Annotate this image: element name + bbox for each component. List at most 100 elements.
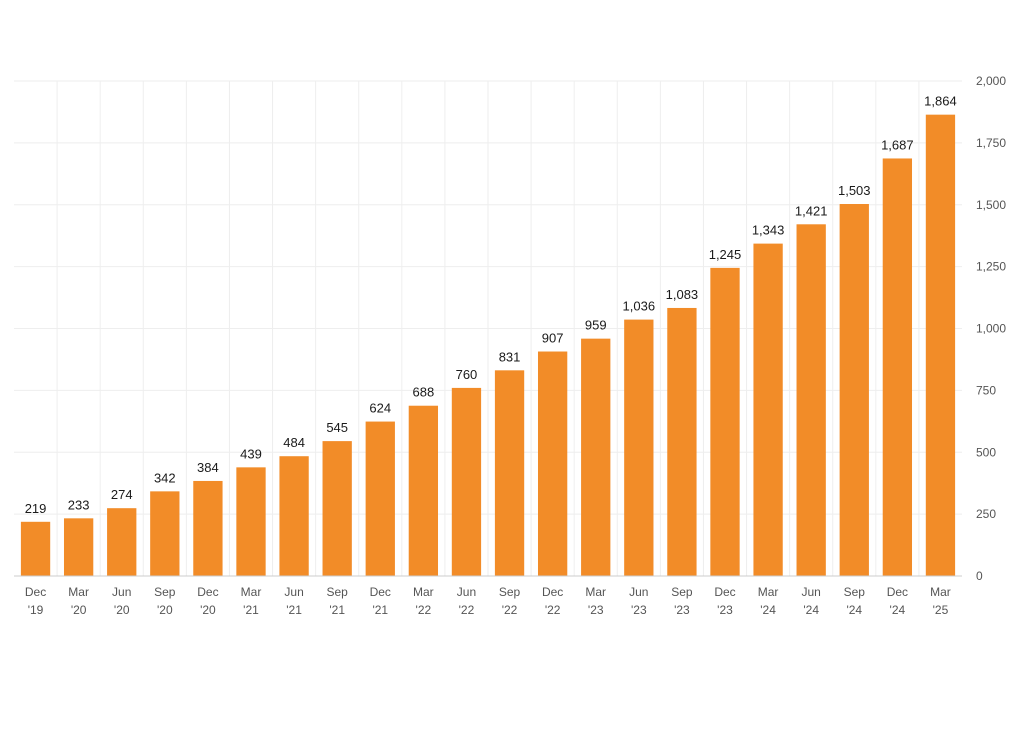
bar-value-label: 1,421 — [795, 203, 828, 218]
x-tick-label-year: '22 — [459, 603, 475, 617]
bar — [150, 491, 180, 576]
bar-value-label: 688 — [413, 385, 435, 400]
x-tick-label-year: '23 — [717, 603, 733, 617]
bar — [322, 441, 352, 576]
y-tick-label: 1,000 — [976, 322, 1006, 336]
x-tick-label-month: Jun — [284, 585, 303, 599]
x-tick-label-month: Dec — [887, 585, 908, 599]
bar — [451, 387, 482, 576]
bar-value-label: 831 — [499, 349, 521, 364]
bar-value-label: 1,687 — [881, 137, 914, 152]
y-tick-label: 1,250 — [976, 260, 1006, 274]
bar — [365, 421, 395, 576]
bar-value-label: 624 — [369, 401, 391, 416]
x-tick-label-month: Sep — [671, 585, 693, 599]
bar-value-label: 1,343 — [752, 223, 785, 238]
bar-value-label: 274 — [111, 487, 133, 502]
bar-value-label: 1,036 — [623, 299, 656, 314]
x-tick-label-month: Dec — [197, 585, 218, 599]
x-tick-label-year: '23 — [674, 603, 690, 617]
bar — [63, 518, 94, 576]
x-tick-label-year: '23 — [631, 603, 647, 617]
x-tick-label-month: Jun — [112, 585, 131, 599]
bar — [193, 480, 223, 576]
bar-value-label: 1,503 — [838, 183, 871, 198]
bar-value-label: 384 — [197, 460, 219, 475]
bar-value-label: 545 — [326, 420, 348, 435]
bar-value-label: 233 — [68, 497, 90, 512]
bar-value-label: 1,245 — [709, 247, 742, 262]
x-tick-label-month: Jun — [457, 585, 476, 599]
bar — [839, 204, 869, 576]
y-tick-label: 500 — [976, 445, 996, 459]
bar — [667, 307, 697, 576]
x-tick-label-year: '20 — [157, 603, 173, 617]
bar-value-label: 484 — [283, 435, 305, 450]
x-tick-label-year: '24 — [760, 603, 776, 617]
y-axis: 0 250 500 750 1,000 1,250 1,500 1,750 2,000 — [976, 74, 1006, 583]
bar — [624, 319, 654, 576]
x-tick-label-year: '24 — [803, 603, 819, 617]
y-tick-label: 1,750 — [976, 136, 1006, 150]
x-tick-label-year: '22 — [545, 603, 561, 617]
bar — [925, 114, 956, 576]
x-tick-label-year: '20 — [114, 603, 130, 617]
bar-value-labels: 219 233 274 342 384 439 484 545 624 688 760 831 907 9… — [25, 94, 957, 516]
bar-value-label: 1,864 — [924, 94, 957, 109]
x-tick-label-month: Dec — [25, 585, 46, 599]
x-tick-label-year: '22 — [416, 603, 432, 617]
bar — [537, 351, 568, 576]
x-tick-label-month: Sep — [327, 585, 349, 599]
x-tick-label-year: '20 — [200, 603, 216, 617]
x-tick-label-year: '21 — [329, 603, 345, 617]
bar — [710, 267, 740, 576]
bar — [581, 338, 611, 576]
x-tick-label-month: Mar — [930, 585, 951, 599]
x-tick-label-month: Sep — [844, 585, 866, 599]
x-tick-label-year: '23 — [588, 603, 604, 617]
x-tick-label-month: Dec — [542, 585, 563, 599]
x-tick-label-year: '25 — [933, 603, 949, 617]
bar — [882, 158, 913, 576]
x-tick-label-month: Dec — [370, 585, 391, 599]
x-tick-label-year: '22 — [502, 603, 518, 617]
x-tick-label-year: '21 — [243, 603, 259, 617]
bars — [20, 114, 956, 577]
x-axis: Dec '19 Mar '20 Jun '20 Sep '20 Dec '20 Mar '21 Jun '… — [14, 575, 962, 617]
bar — [753, 243, 783, 577]
bar — [408, 405, 439, 576]
x-tick-label-month: Mar — [413, 585, 434, 599]
bar-value-label: 1,083 — [666, 287, 699, 302]
x-tick-label-month: Sep — [154, 585, 176, 599]
bar-value-label: 760 — [456, 367, 478, 382]
bar — [20, 521, 51, 576]
bar-value-label: 219 — [25, 501, 47, 516]
x-tick-label-year: '24 — [846, 603, 862, 617]
x-tick-label-month: Jun — [629, 585, 648, 599]
x-tick-label-year: '19 — [28, 603, 44, 617]
bar — [279, 456, 309, 576]
x-tick-label-month: Jun — [802, 585, 821, 599]
bar — [236, 467, 266, 576]
x-tick-label-month: Mar — [68, 585, 89, 599]
y-tick-label: 2,000 — [976, 74, 1006, 88]
x-tick-label-year: '21 — [286, 603, 302, 617]
bar — [796, 224, 826, 577]
y-tick-label: 0 — [976, 569, 983, 583]
bar — [494, 370, 525, 576]
x-tick-label-month: Mar — [758, 585, 779, 599]
y-tick-label: 250 — [976, 507, 996, 521]
bar-value-label: 959 — [585, 318, 607, 333]
bar — [107, 508, 137, 576]
x-tick-label-month: Mar — [241, 585, 262, 599]
x-tick-label-month: Sep — [499, 585, 521, 599]
bar-value-label: 439 — [240, 446, 262, 461]
bar-value-label: 342 — [154, 470, 176, 485]
grid-lines — [14, 80, 962, 576]
y-tick-label: 750 — [976, 383, 996, 397]
y-tick-label: 1,500 — [976, 198, 1006, 212]
x-tick-label-month: Dec — [714, 585, 735, 599]
x-tick-label-month: Mar — [585, 585, 606, 599]
